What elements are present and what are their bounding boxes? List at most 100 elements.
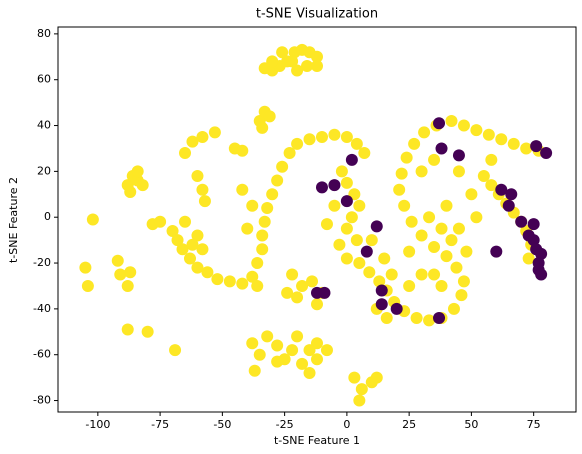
- point: [433, 117, 446, 130]
- point: [223, 275, 236, 288]
- point: [360, 245, 373, 258]
- point: [522, 252, 535, 265]
- point: [256, 243, 269, 256]
- point: [340, 131, 353, 143]
- point: [355, 383, 368, 396]
- point: [196, 131, 209, 143]
- point: [315, 181, 328, 194]
- point: [520, 142, 533, 155]
- point: [433, 312, 446, 325]
- point: [350, 234, 363, 247]
- point: [141, 325, 154, 338]
- point: [271, 339, 284, 352]
- point: [286, 344, 299, 357]
- point: [358, 147, 371, 160]
- point: [236, 183, 249, 196]
- point: [457, 119, 470, 132]
- point: [136, 179, 149, 192]
- point: [380, 312, 393, 325]
- point: [169, 344, 182, 357]
- point: [121, 279, 134, 292]
- point: [124, 186, 137, 198]
- point: [271, 174, 284, 187]
- point: [271, 355, 284, 368]
- point: [485, 153, 498, 166]
- point: [485, 179, 498, 192]
- point: [186, 135, 199, 148]
- plot-area: [79, 43, 553, 407]
- x-tick-label: 75: [527, 418, 541, 431]
- point: [353, 394, 366, 407]
- point: [540, 147, 553, 160]
- x-axis-label: t-SNE Feature 1: [274, 434, 360, 447]
- point: [256, 121, 269, 134]
- point: [335, 165, 348, 178]
- point: [246, 270, 259, 283]
- point: [515, 215, 528, 228]
- chart-title: t-SNE Visualization: [256, 7, 378, 22]
- point: [256, 229, 269, 242]
- point: [405, 215, 418, 228]
- point: [423, 211, 436, 224]
- point: [179, 147, 192, 160]
- point: [248, 364, 261, 377]
- point: [477, 169, 490, 182]
- point: [370, 220, 383, 233]
- point: [445, 234, 458, 247]
- point: [400, 151, 413, 164]
- point: [124, 266, 137, 279]
- point: [286, 268, 299, 281]
- point: [263, 110, 276, 123]
- point: [470, 124, 483, 137]
- y-tick-label: 80: [37, 27, 51, 40]
- point: [495, 133, 508, 146]
- point: [191, 229, 204, 242]
- point: [415, 229, 428, 242]
- point: [196, 183, 209, 196]
- point: [183, 252, 196, 265]
- point: [296, 279, 309, 292]
- point: [408, 137, 421, 150]
- y-axis-label: t-SNE Feature 2: [7, 177, 20, 263]
- point: [452, 222, 465, 235]
- point: [482, 128, 495, 141]
- point: [276, 46, 289, 59]
- point: [191, 169, 204, 182]
- point: [455, 289, 468, 302]
- point: [428, 268, 441, 281]
- point: [208, 126, 221, 139]
- point: [428, 153, 441, 166]
- point: [490, 245, 503, 258]
- y-tick-label: -80: [33, 394, 51, 407]
- y-tick-label: 60: [37, 73, 51, 86]
- point: [311, 337, 323, 350]
- point: [418, 126, 431, 139]
- point: [395, 167, 408, 180]
- point: [457, 275, 470, 288]
- point: [281, 286, 294, 299]
- point: [398, 199, 411, 212]
- point: [258, 215, 271, 228]
- y-tick-label: -20: [33, 256, 51, 269]
- point: [311, 50, 323, 63]
- x-tick-label: -75: [151, 418, 169, 431]
- x-tick-label: 25: [402, 418, 416, 431]
- point: [291, 291, 304, 304]
- point: [353, 257, 366, 270]
- point: [311, 353, 323, 366]
- point: [502, 199, 515, 212]
- point: [375, 298, 388, 311]
- point: [283, 147, 296, 160]
- point: [166, 224, 179, 237]
- point: [114, 268, 127, 281]
- point: [530, 140, 543, 153]
- point: [303, 367, 316, 380]
- point: [179, 215, 192, 228]
- point: [350, 137, 363, 150]
- point: [328, 128, 341, 141]
- point: [345, 153, 358, 166]
- point: [201, 266, 214, 279]
- point: [86, 213, 99, 226]
- x-tick-label: -25: [276, 418, 294, 431]
- point: [303, 133, 316, 146]
